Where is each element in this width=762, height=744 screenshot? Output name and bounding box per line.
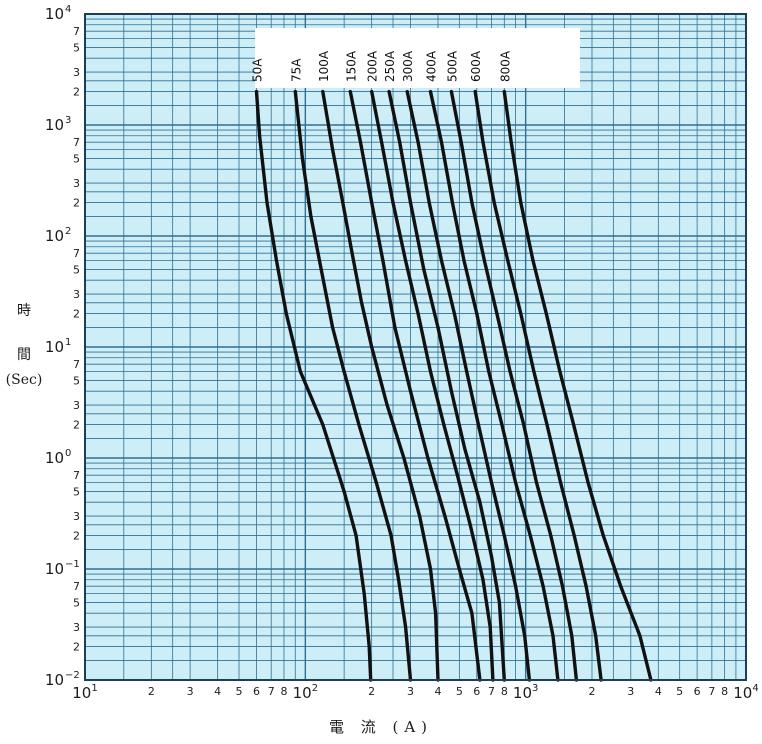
series-curves: 50A 75A 100A 150A 200A 250A 300A 400A 500A 600A 80…: [251, 50, 653, 682]
y-tick-label: 5: [73, 374, 80, 387]
y-tick-label: 10: [45, 116, 64, 134]
x-tick-label: 3: [187, 685, 194, 698]
y-tick-label: 3: [73, 177, 80, 190]
series-curve-400A: [428, 89, 560, 682]
y-tick-label: 10: [45, 227, 64, 245]
series-curve-50A: [254, 89, 373, 682]
series-curve-75A: [293, 89, 413, 682]
x-tick-label: 8: [721, 685, 728, 698]
x-tick-label: 2: [148, 685, 155, 698]
x-tick-label: 103: [513, 683, 538, 702]
y-tick-label: 7: [73, 136, 80, 149]
y-tick-label: 3: [73, 621, 80, 634]
y-tick-label: 10: [45, 560, 64, 578]
plot-border: [84, 13, 747, 681]
y-axis-label-line-3: (Sec): [5, 372, 43, 388]
y-tick-label: 10: [45, 449, 64, 467]
series-curve-150A: [348, 89, 482, 682]
y-tick-exponent: 2: [65, 226, 71, 237]
x-tick-label: 4: [214, 685, 221, 698]
series-curve-250A: [387, 89, 506, 682]
series-label-200A: 200A: [366, 50, 380, 82]
y-tick-exponent: −2: [65, 670, 80, 681]
x-tick-labels: 101 2 3 4 5 6 7 8 102 2 3 4 5 6 7 8 103 2 3 4 5 6 7 8 104: [72, 683, 758, 702]
series-label-50A: 50A: [251, 58, 265, 82]
series-label-800A: 800A: [498, 50, 512, 82]
y-tick-label: 5: [73, 41, 80, 54]
series-curve-500A: [449, 89, 579, 682]
x-tick-label: 7: [268, 685, 275, 698]
y-tick-exponent: 1: [65, 337, 71, 348]
series-label-300A: 300A: [401, 50, 415, 82]
series-label-600A: 600A: [469, 50, 483, 82]
y-tick-exponent: 0: [65, 448, 71, 459]
x-tick-label: 2: [588, 685, 595, 698]
series-label-400A: 400A: [425, 50, 439, 82]
series-label-100A: 100A: [317, 50, 331, 82]
y-tick-label: 3: [73, 66, 80, 79]
x-tick-label: 5: [236, 685, 243, 698]
y-tick-label: 2: [73, 641, 80, 654]
y-tick-label: 7: [73, 469, 80, 482]
x-tick-label: 3: [407, 685, 414, 698]
series-curve-600A: [473, 89, 603, 682]
series-curve-800A: [502, 89, 653, 682]
series-label-500A: 500A: [445, 50, 459, 82]
y-tick-exponent: 3: [65, 115, 71, 126]
y-tick-label: 7: [73, 25, 80, 38]
y-tick-label: 2: [73, 530, 80, 543]
series-label-250A: 250A: [383, 50, 397, 82]
x-tick-label: 104: [733, 683, 758, 702]
y-tick-label: 10: [45, 671, 64, 689]
y-tick-label: 2: [73, 86, 80, 99]
series-label-75A: 75A: [289, 58, 303, 82]
series-label-band: [255, 28, 580, 88]
y-tick-label: 10: [45, 5, 64, 23]
y-tick-label: 2: [73, 419, 80, 432]
y-tick-label: 10: [45, 338, 64, 356]
y-tick-label: 2: [73, 308, 80, 321]
y-tick-label: 5: [73, 152, 80, 165]
series-label-150A: 150A: [344, 50, 358, 82]
y-tick-label: 3: [73, 288, 80, 301]
y-axis-label-line-2: 間: [17, 347, 31, 363]
y-tick-exponent: 4: [65, 4, 71, 15]
y-tick-label: 5: [73, 596, 80, 609]
x-tick-label: 7: [708, 685, 715, 698]
x-tick-label: 8: [280, 685, 287, 698]
x-tick-label: 102: [293, 683, 318, 702]
series-curve-300A: [405, 89, 532, 682]
x-tick-label: 4: [434, 685, 441, 698]
y-tick-label: 5: [73, 263, 80, 276]
x-tick-label: 6: [253, 685, 260, 698]
y-tick-label: 7: [73, 580, 80, 593]
y-tick-exponent: −1: [65, 559, 80, 570]
x-tick-label: 4: [655, 685, 662, 698]
x-tick-label: 5: [456, 685, 463, 698]
y-tick-label: 5: [73, 485, 80, 498]
y-axis-label-line-1: 時: [17, 303, 31, 319]
x-axis-label: 電 流 (A): [328, 718, 434, 736]
y-tick-label: 7: [73, 358, 80, 371]
x-tick-label: 8: [501, 685, 508, 698]
series-curve-100A: [321, 89, 440, 682]
x-tick-label: 7: [488, 685, 495, 698]
x-tick-label: 5: [676, 685, 683, 698]
x-tick-label: 3: [627, 685, 634, 698]
series-curve-200A: [370, 89, 495, 682]
label-band-background: [255, 28, 580, 88]
y-tick-label: 2: [73, 197, 80, 210]
x-tick-label: 101: [72, 683, 97, 702]
y-tick-label: 3: [73, 399, 80, 412]
plot-frame: [84, 13, 747, 681]
x-tick-label: 6: [694, 685, 701, 698]
y-tick-label: 3: [73, 510, 80, 523]
x-tick-label: 6: [473, 685, 480, 698]
x-tick-label: 2: [368, 685, 375, 698]
y-tick-label: 7: [73, 247, 80, 260]
